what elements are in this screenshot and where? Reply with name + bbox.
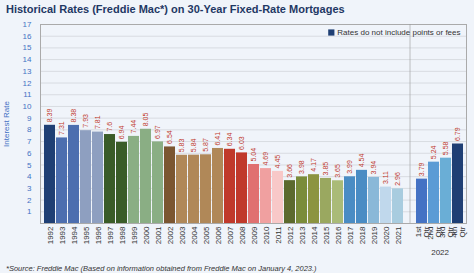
svg-text:7.93: 7.93 [82, 114, 89, 128]
svg-text:2012: 2012 [286, 226, 295, 244]
svg-text:5.58: 5.58 [442, 141, 449, 155]
svg-text:8: 8 [27, 125, 32, 134]
svg-text:4thQtr: 4thQtr [450, 226, 467, 237]
svg-text:3.66: 3.66 [286, 164, 293, 178]
svg-text:6.34: 6.34 [226, 133, 233, 147]
svg-text:5.04: 5.04 [250, 148, 257, 162]
svg-text:5: 5 [27, 161, 32, 170]
svg-text:2008: 2008 [238, 226, 247, 244]
svg-text:6.97: 6.97 [154, 125, 161, 139]
svg-text:7: 7 [27, 137, 32, 146]
svg-text:3.85: 3.85 [322, 162, 329, 176]
svg-text:2003: 2003 [178, 226, 187, 244]
svg-text:5.84: 5.84 [190, 138, 197, 152]
svg-text:1997: 1997 [106, 226, 115, 244]
svg-text:6.94: 6.94 [118, 126, 125, 140]
svg-text:3.79: 3.79 [418, 162, 425, 176]
svg-text:2011: 2011 [274, 226, 283, 244]
svg-text:2000: 2000 [142, 226, 151, 244]
svg-text:1999: 1999 [130, 226, 139, 244]
svg-text:9: 9 [27, 114, 32, 123]
svg-text:5.83: 5.83 [178, 139, 185, 153]
svg-text:2.96: 2.96 [394, 172, 401, 186]
svg-text:2019: 2019 [370, 226, 379, 244]
svg-text:4.54: 4.54 [358, 154, 365, 168]
svg-text:5.87: 5.87 [202, 138, 209, 152]
svg-text:2004: 2004 [190, 226, 199, 244]
svg-text:2013: 2013 [298, 226, 307, 244]
svg-text:1994: 1994 [70, 226, 79, 244]
svg-text:13: 13 [23, 67, 32, 76]
svg-text:11: 11 [23, 90, 32, 99]
svg-text:3.65: 3.65 [334, 164, 341, 178]
svg-text:2022: 2022 [431, 248, 449, 257]
svg-text:3.98: 3.98 [298, 160, 305, 174]
html-text:Qtr: Qtr [421, 226, 431, 238]
svg-text:4.69: 4.69 [262, 152, 269, 166]
svg-text:17: 17 [23, 20, 32, 29]
svg-text:1992: 1992 [46, 226, 55, 244]
svg-text:1: 1 [27, 207, 32, 216]
svg-text:3.94: 3.94 [370, 161, 377, 175]
svg-text:6.79: 6.79 [454, 127, 461, 141]
svg-text:8.05: 8.05 [142, 113, 149, 127]
svg-text:1996: 1996 [94, 226, 103, 244]
svg-text:2021: 2021 [394, 226, 403, 244]
html-text:3rd: 3rd [437, 226, 447, 239]
svg-text:2002: 2002 [166, 226, 175, 244]
svg-text:6: 6 [27, 149, 32, 158]
svg-text:2014: 2014 [310, 226, 319, 244]
svg-text:2009: 2009 [250, 226, 259, 244]
html-text:1st: 1st [413, 226, 423, 238]
svg-text:Interest Rate: Interest Rate [2, 101, 11, 147]
svg-text:2018: 2018 [358, 226, 367, 244]
svg-text:8.39: 8.39 [46, 109, 53, 123]
svg-text:1993: 1993 [58, 226, 67, 244]
svg-text:7.44: 7.44 [130, 120, 137, 134]
svg-text:2001: 2001 [154, 226, 163, 244]
svg-text:2017: 2017 [346, 226, 355, 244]
svg-text:3.99: 3.99 [346, 160, 353, 174]
svg-text:14: 14 [23, 55, 32, 64]
svg-text:2006: 2006 [214, 226, 223, 244]
svg-text:4.17: 4.17 [310, 158, 317, 172]
svg-text:4.45: 4.45 [274, 155, 281, 169]
svg-text:1995: 1995 [82, 226, 91, 244]
svg-text:6.54: 6.54 [166, 130, 173, 144]
svg-text:12: 12 [23, 79, 32, 88]
svg-text:2016: 2016 [334, 226, 343, 244]
svg-text:2007: 2007 [226, 226, 235, 244]
svg-text:7.81: 7.81 [94, 115, 101, 129]
svg-text:2005: 2005 [202, 226, 211, 244]
svg-text:5.24: 5.24 [430, 145, 437, 159]
svg-text:2: 2 [27, 196, 32, 205]
svg-text:16: 16 [23, 32, 32, 41]
svg-text:3.11: 3.11 [382, 171, 389, 184]
svg-text:7.31: 7.31 [58, 121, 65, 135]
svg-text:2015: 2015 [322, 226, 331, 244]
svg-text:6.41: 6.41 [214, 132, 221, 146]
svg-text:1998: 1998 [118, 226, 127, 244]
svg-text:3: 3 [27, 184, 32, 193]
svg-text:Rates do not include points or: Rates do not include points or fees [337, 28, 460, 37]
svg-text:7.6: 7.6 [106, 122, 113, 132]
html-text:Qtr: Qtr [433, 226, 443, 238]
html-text:*Source: Freddie Mac (Based on: *Source: Freddie Mac (Based on informati… [6, 264, 317, 273]
svg-text:4: 4 [27, 172, 32, 181]
svg-text:8.38: 8.38 [70, 109, 77, 123]
html-text:2nd: 2nd [425, 226, 435, 240]
svg-text:2020: 2020 [382, 226, 391, 244]
svg-text:6.03: 6.03 [238, 136, 245, 150]
html-text:Historical Rates (Freddie Mac*: Historical Rates (Freddie Mac*) on 30-Ye… [6, 3, 345, 15]
svg-text:2010: 2010 [262, 226, 271, 244]
svg-text:15: 15 [23, 43, 32, 52]
svg-text:10: 10 [23, 102, 32, 111]
